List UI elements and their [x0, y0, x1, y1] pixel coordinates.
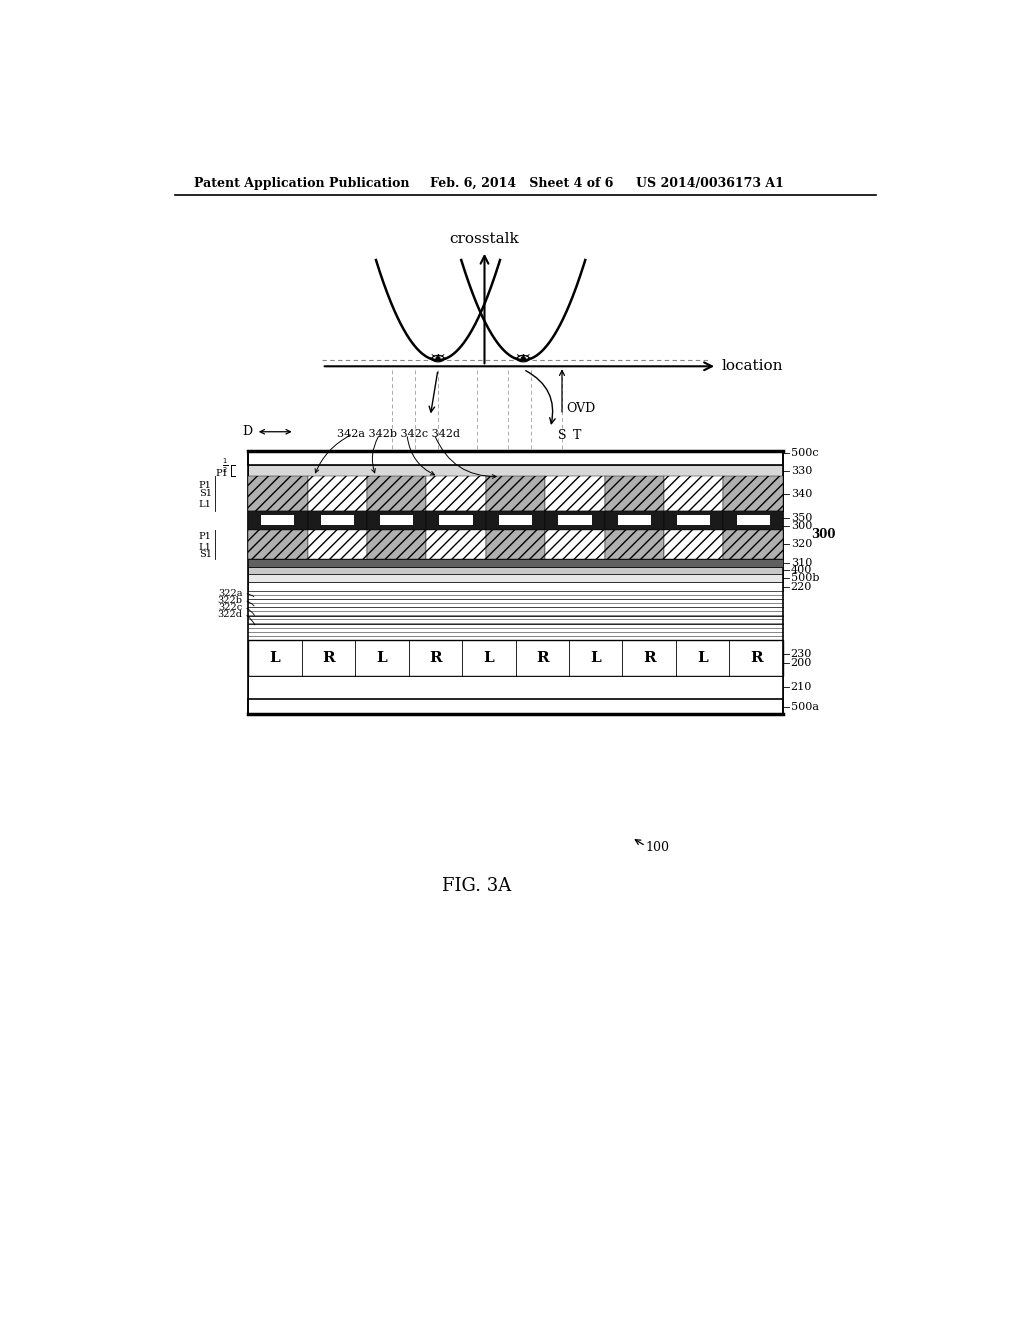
Bar	[248, 477, 307, 511]
Text: 310: 310	[791, 557, 812, 568]
Text: 210: 210	[791, 682, 812, 693]
Text: 500c: 500c	[791, 447, 818, 458]
Bar	[426, 511, 485, 529]
Text: L: L	[377, 651, 387, 665]
Bar	[604, 477, 664, 511]
Bar	[724, 477, 783, 511]
Text: R: R	[429, 651, 441, 665]
Bar	[367, 511, 426, 529]
Text: 322a: 322a	[218, 589, 243, 598]
Bar	[485, 477, 545, 511]
Text: D: D	[242, 425, 252, 438]
Bar	[248, 529, 307, 558]
Text: 322d: 322d	[218, 610, 243, 619]
Bar	[248, 582, 783, 591]
Bar	[724, 511, 783, 529]
Text: 500b: 500b	[791, 573, 819, 583]
Text: 342a 342b 342c 342d: 342a 342b 342c 342d	[337, 429, 460, 440]
Text: crosstalk: crosstalk	[450, 232, 519, 246]
Bar	[248, 640, 783, 676]
Text: US 2014/0036173 A1: US 2014/0036173 A1	[636, 177, 783, 190]
Bar	[248, 574, 783, 582]
Text: 220: 220	[791, 582, 812, 591]
Bar	[439, 515, 473, 525]
Text: L: L	[697, 651, 708, 665]
Bar	[545, 529, 604, 558]
Text: 322c: 322c	[218, 603, 243, 611]
Text: 330: 330	[791, 466, 812, 475]
Bar	[724, 529, 783, 558]
Bar	[248, 566, 783, 574]
Text: 230: 230	[791, 649, 812, 659]
Bar	[248, 511, 307, 529]
Bar	[261, 515, 295, 525]
Bar	[664, 477, 724, 511]
Bar	[664, 511, 724, 529]
Bar	[426, 477, 485, 511]
Bar	[248, 700, 783, 714]
Bar	[307, 511, 367, 529]
Bar	[248, 676, 783, 700]
Bar	[617, 515, 651, 525]
Text: 350: 350	[791, 513, 812, 523]
Bar	[307, 529, 367, 558]
Bar	[485, 511, 545, 529]
Text: 300: 300	[811, 528, 836, 541]
Text: FIG. 3A: FIG. 3A	[442, 876, 511, 895]
Polygon shape	[436, 356, 440, 360]
Text: 320: 320	[791, 539, 812, 549]
Bar	[367, 477, 426, 511]
Text: P1: P1	[199, 532, 212, 541]
Text: 340: 340	[791, 488, 812, 499]
Text: S1: S1	[199, 490, 212, 498]
Text: R: R	[536, 651, 549, 665]
Bar	[664, 529, 724, 558]
Text: 322b: 322b	[218, 595, 243, 605]
Text: P1: P1	[216, 469, 228, 478]
Bar	[367, 529, 426, 558]
Polygon shape	[521, 356, 525, 360]
Bar	[604, 511, 664, 529]
Text: S: S	[558, 429, 566, 442]
Bar	[499, 515, 532, 525]
Text: S1: S1	[199, 550, 212, 558]
Text: Feb. 6, 2014   Sheet 4 of 6: Feb. 6, 2014 Sheet 4 of 6	[430, 177, 613, 190]
Text: P1: P1	[199, 480, 212, 490]
Bar	[604, 529, 664, 558]
Text: R: R	[643, 651, 655, 665]
Text: L1: L1	[199, 543, 212, 552]
Bar	[426, 529, 485, 558]
Text: 200: 200	[791, 659, 812, 668]
Text: R: R	[750, 651, 763, 665]
Text: T: T	[573, 429, 582, 442]
Bar	[321, 515, 354, 525]
Text: 400: 400	[791, 565, 812, 576]
Text: L: L	[591, 651, 601, 665]
Text: L: L	[269, 651, 281, 665]
Bar	[307, 477, 367, 511]
Text: R: R	[322, 651, 335, 665]
Text: L1: L1	[199, 500, 212, 508]
Bar	[545, 511, 604, 529]
Bar	[485, 529, 545, 558]
Text: $\frac{1}{2}$: $\frac{1}{2}$	[222, 457, 228, 475]
Bar	[736, 515, 770, 525]
Text: OVD: OVD	[566, 403, 595, 416]
Bar	[248, 558, 783, 566]
Text: 100: 100	[646, 841, 670, 854]
Text: 500a: 500a	[791, 702, 818, 711]
Text: L: L	[483, 651, 495, 665]
Bar	[248, 465, 783, 477]
Bar	[380, 515, 414, 525]
Text: location: location	[722, 359, 783, 374]
Bar	[558, 515, 592, 525]
Text: 300: 300	[791, 520, 812, 531]
Bar	[545, 477, 604, 511]
Bar	[677, 515, 711, 525]
Bar	[248, 477, 783, 511]
Bar	[248, 529, 783, 558]
Bar	[248, 451, 783, 465]
Text: Patent Application Publication: Patent Application Publication	[194, 177, 410, 190]
